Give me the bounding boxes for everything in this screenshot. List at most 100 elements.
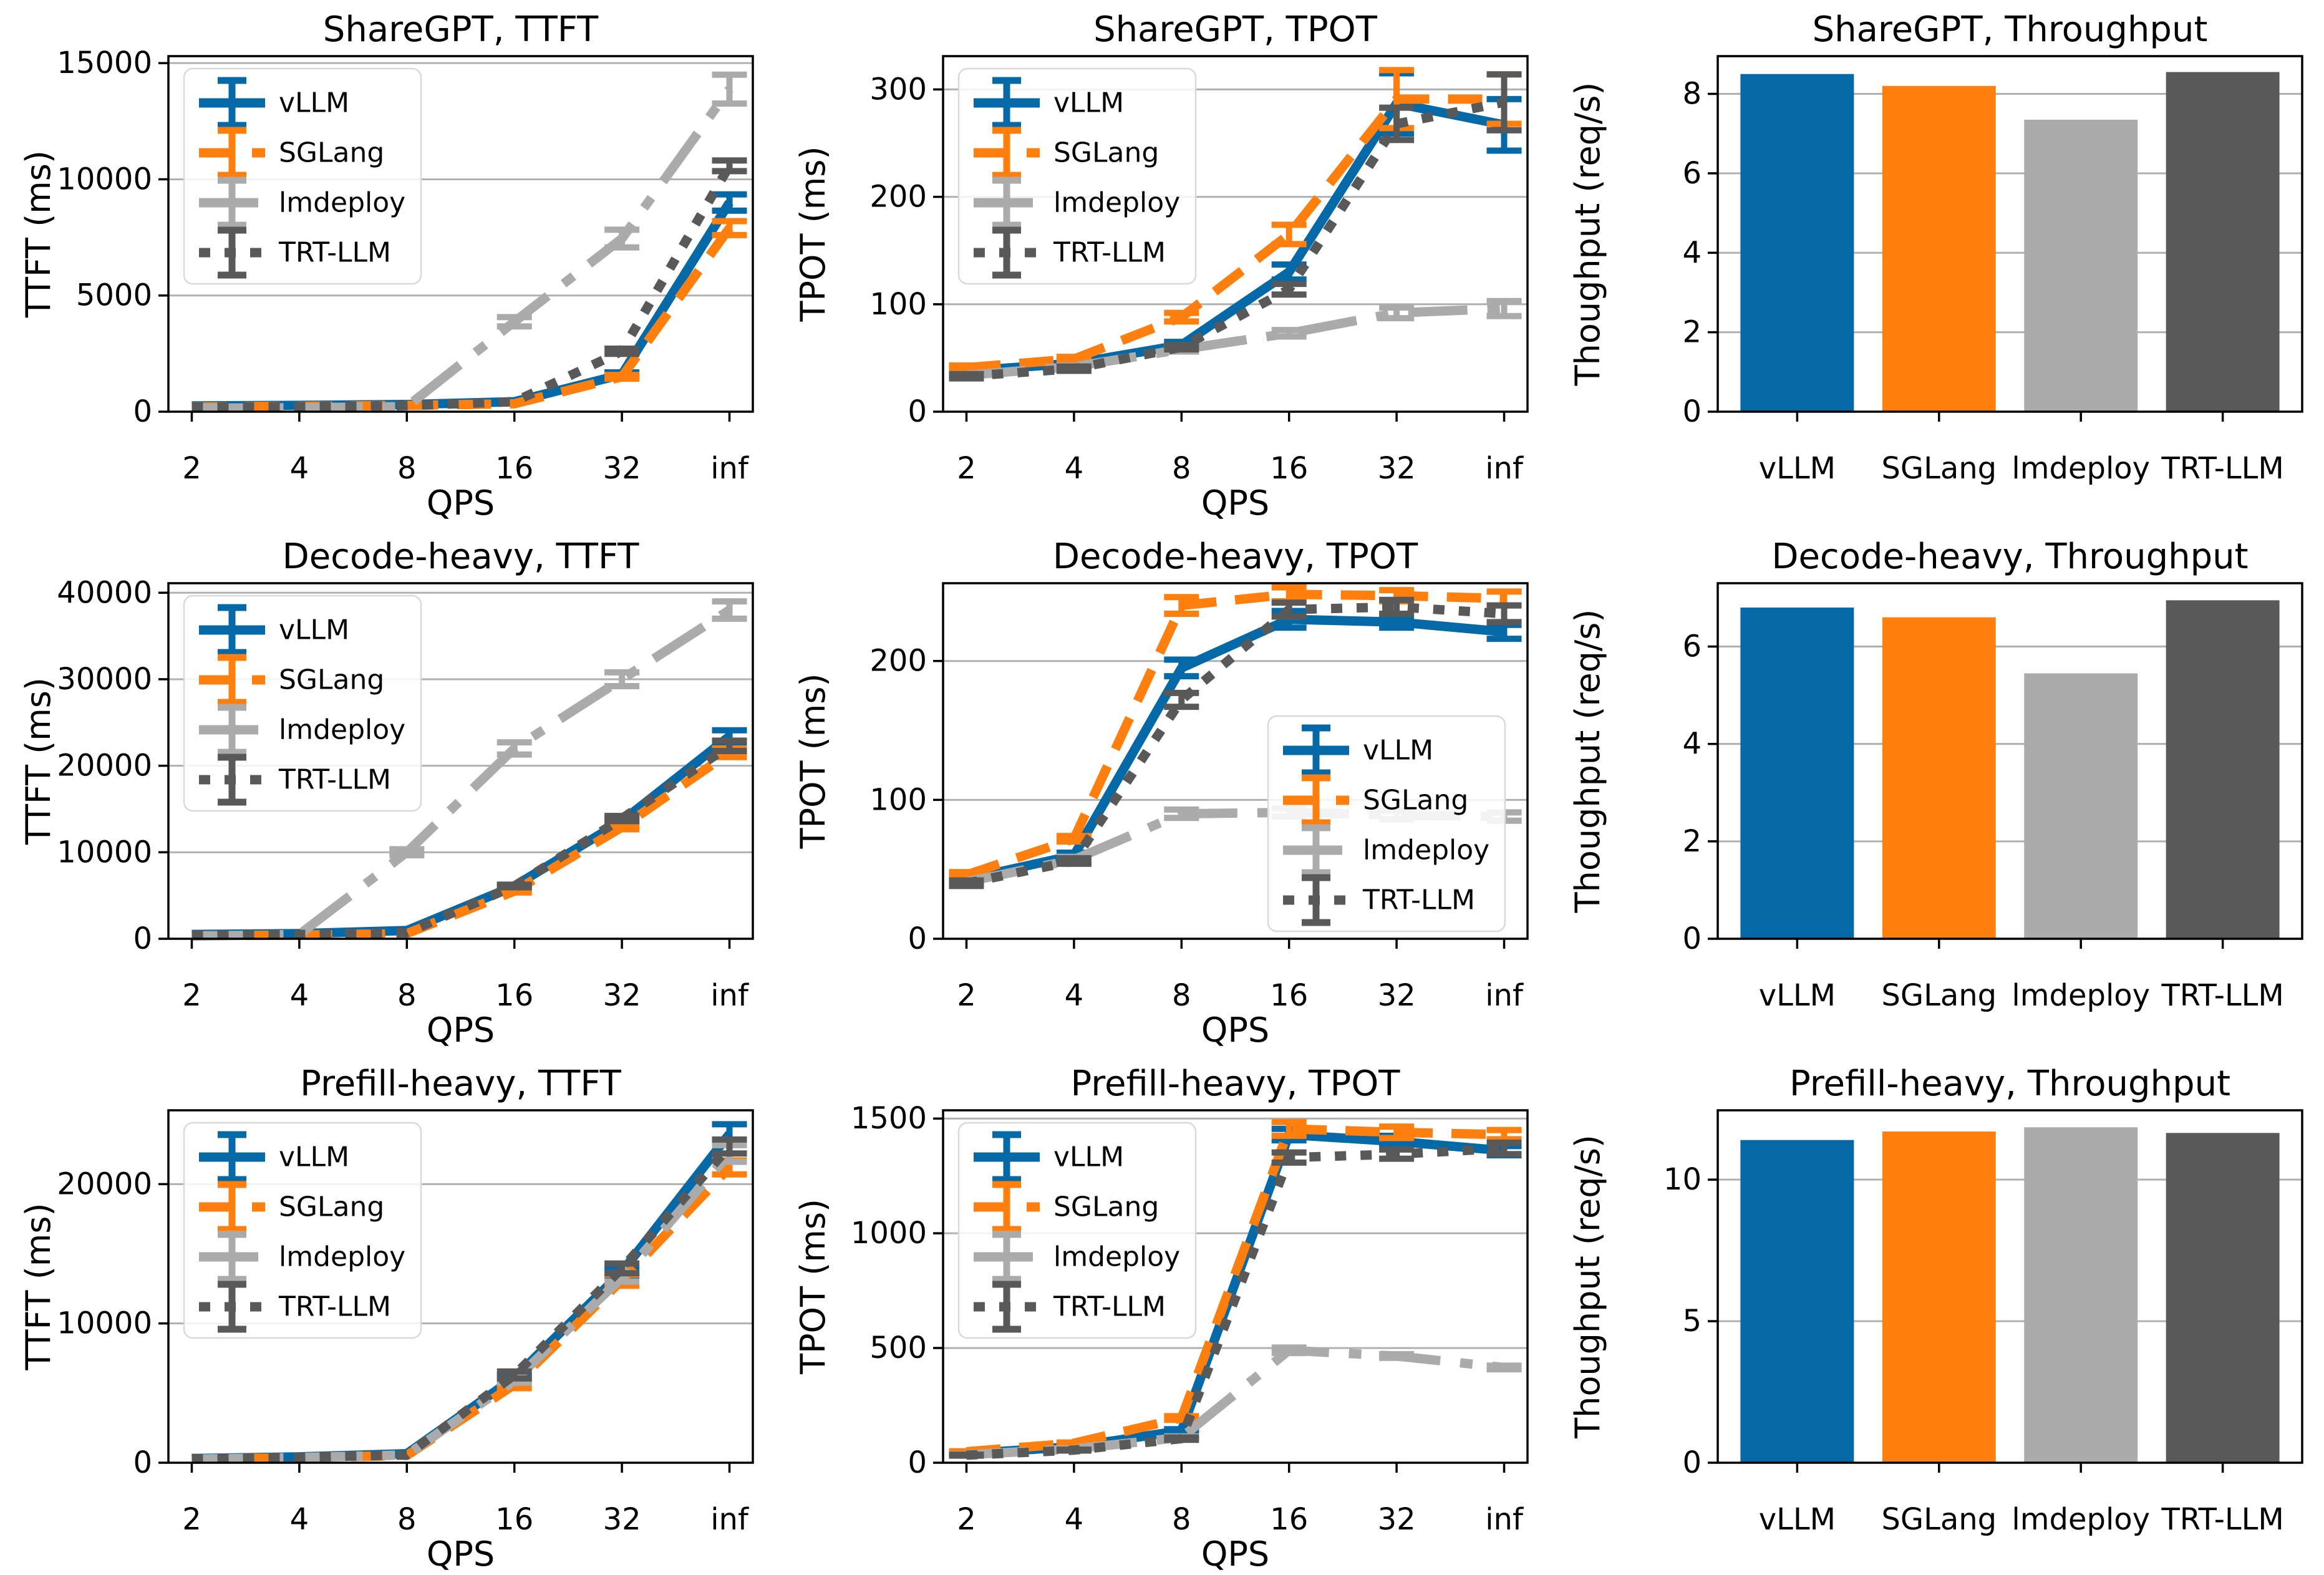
lmdeploy-line — [191, 86, 734, 413]
legend-label: SGLang — [279, 664, 384, 696]
y-tick-label: 6 — [1682, 156, 1702, 191]
x-tick-label: 32 — [1378, 451, 1416, 486]
chart-sharegpt-ttft: 0 5000 10000 15000 TTFT (ms) 2 4 8 16 32 inf QPS Sha… — [19, 9, 754, 523]
bar-sglang — [1882, 85, 1996, 412]
y-tick-label: 0 — [908, 394, 927, 429]
legend-item-sglang: SGLang — [199, 1181, 384, 1233]
series-lmdeploy — [191, 598, 747, 941]
legend-label: TRT-LLM — [278, 237, 391, 269]
x-tick-label: vLLM — [1759, 978, 1836, 1013]
series-lmdeploy — [949, 1344, 1522, 1460]
y-axis-label: TTFT (ms) — [19, 677, 58, 845]
x-tick-label: 4 — [290, 451, 309, 486]
y-tick-label: 15000 — [57, 46, 152, 80]
series-lmdeploy — [191, 71, 747, 413]
series-sglang — [191, 218, 747, 412]
y-tick-label: 8 — [1682, 77, 1702, 112]
x-tick-label: 4 — [1065, 978, 1084, 1013]
series-trt-llm — [949, 596, 1522, 889]
y-axis-label: Thoughput (req/s) — [1568, 609, 1607, 914]
trt-llm-line — [191, 1143, 734, 1463]
chart-decode-heavy-tpot: 0 100 200 TPOT (ms) 2 4 8 16 32 inf QPS Decode-heav… — [793, 536, 1529, 1050]
lmdeploy-line — [966, 1345, 1505, 1460]
chart-sharegpt-tpot: 0 100 200 300 TPOT (ms) 2 4 8 16 32 inf QPS ShareGPT… — [793, 9, 1529, 523]
legend: vLLM SGLang lmdeploy TRT-LLM — [183, 67, 422, 285]
x-tick-label: 16 — [495, 1502, 533, 1537]
x-tick-label: lmdeploy — [2012, 451, 2150, 486]
y-axis-label: TPOT (ms) — [793, 1199, 833, 1375]
x-tick-label: TRT-LLM — [2161, 1502, 2283, 1537]
x-axis-label: QPS — [427, 483, 495, 523]
legend-label: lmdeploy — [1053, 187, 1180, 219]
x-tick-label: SGLang — [1881, 978, 1997, 1013]
y-axis-label: Thoughput (req/s) — [1568, 82, 1607, 387]
legend-item-sglang: SGLang — [974, 127, 1159, 179]
plot-border — [167, 582, 754, 940]
legend-item-sglang: SGLang — [1283, 774, 1468, 826]
legend-label: vLLM — [279, 1141, 349, 1173]
sglang-line — [191, 749, 732, 941]
bar-sglang — [1882, 617, 1996, 939]
legend-label: SGLang — [279, 137, 384, 169]
plot-border — [1716, 582, 2303, 940]
legend-label: vLLM — [1053, 1141, 1124, 1173]
bar-trt-llm — [2166, 600, 2280, 939]
bar-lmdeploy — [2024, 673, 2138, 939]
chart-title: ShareGPT, TTFT — [323, 9, 599, 50]
legend-item-vllm: vLLM — [1283, 724, 1433, 777]
x-tick-label: SGLang — [1881, 451, 1997, 486]
legend-label: TRT-LLM — [1053, 1291, 1166, 1323]
y-tick-label: 40000 — [57, 575, 152, 610]
x-tick-label: 32 — [603, 978, 641, 1013]
series-trt-llm — [191, 157, 747, 412]
y-tick-label: 200 — [869, 180, 927, 215]
bar-lmdeploy — [2024, 1127, 2138, 1463]
x-tick-label: 32 — [1378, 1502, 1416, 1537]
y-axis-label: Thoughput (req/s) — [1568, 1135, 1607, 1439]
x-tick-label: 16 — [1270, 451, 1308, 486]
plot-border — [1716, 1109, 2303, 1464]
legend-item-lmdeploy: lmdeploy — [199, 1231, 405, 1283]
x-tick-label: 2 — [957, 1502, 976, 1537]
plot-border — [1716, 55, 2303, 413]
y-tick-label: 200 — [869, 644, 927, 679]
lmdeploy-line — [966, 304, 1504, 380]
series-trt-llm — [191, 1136, 747, 1463]
legend-label: vLLM — [1363, 735, 1433, 767]
sglang-line — [191, 225, 734, 412]
x-axis-label: QPS — [427, 1010, 495, 1050]
chart-prefill-heavy-throughput: 0 5 10 Thoughput (req/s) vLLM SGLang lmdeploy T… — [1568, 1064, 2303, 1537]
y-tick-label: 100 — [869, 782, 927, 817]
legend-item-trt-llm: TRT-LLM — [199, 226, 391, 279]
x-tick-label: inf — [1485, 978, 1524, 1013]
y-tick-label: 4 — [1682, 727, 1702, 762]
y-tick-label: 6 — [1682, 629, 1702, 664]
y-tick-label: 20000 — [57, 1166, 152, 1201]
vllm-line — [965, 614, 1505, 884]
x-tick-label: 8 — [1172, 451, 1191, 486]
x-tick-label: TRT-LLM — [2161, 978, 2283, 1013]
legend-item-vllm: vLLM — [199, 1131, 349, 1183]
x-tick-label: 8 — [1172, 978, 1191, 1013]
trt-llm-line — [966, 1143, 1504, 1460]
legend-label: TRT-LLM — [278, 1291, 391, 1323]
trt-llm-line — [965, 602, 1504, 888]
x-axis-label: QPS — [1201, 1534, 1269, 1574]
x-tick-label: 4 — [290, 978, 309, 1013]
x-tick-label: lmdeploy — [2012, 1502, 2150, 1537]
chart-prefill-heavy-tpot: 0 500 1000 1500 TPOT (ms) 2 4 8 16 32 inf QPS Prefil… — [793, 1064, 1529, 1574]
x-tick-label: vLLM — [1759, 451, 1836, 486]
bar-vllm — [1740, 74, 1854, 412]
y-tick-label: 0 — [133, 921, 152, 956]
legend-label: TRT-LLM — [278, 764, 391, 796]
x-tick-label: 16 — [495, 978, 533, 1013]
bar-sglang — [1882, 1132, 1996, 1463]
x-tick-label: 8 — [1172, 1502, 1191, 1537]
legend-item-sglang: SGLang — [199, 654, 384, 706]
chart-title: Decode-heavy, TTFT — [283, 536, 640, 577]
x-tick-label: 2 — [182, 1502, 201, 1537]
legend: vLLM SGLang lmdeploy TRT-LLM — [1267, 715, 1506, 933]
legend-item-trt-llm: TRT-LLM — [974, 226, 1166, 279]
chart-title: ShareGPT, TPOT — [1093, 9, 1378, 50]
